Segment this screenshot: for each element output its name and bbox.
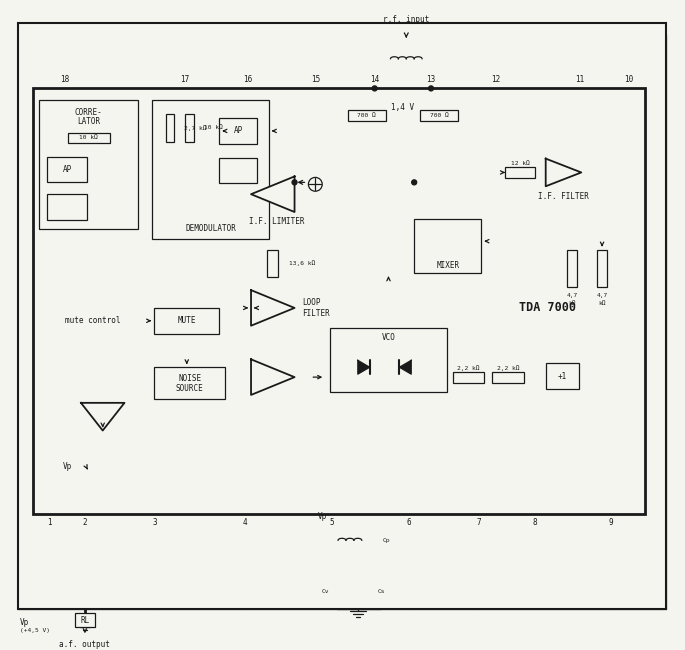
Text: 700 Ω: 700 Ω	[429, 112, 448, 118]
Text: 4,7: 4,7	[597, 292, 608, 298]
Text: 18: 18	[60, 75, 70, 84]
Text: MUTE: MUTE	[177, 317, 196, 325]
Text: FILTER: FILTER	[303, 309, 330, 318]
Text: SOURCE: SOURCE	[176, 384, 203, 393]
Bar	[219, 118, 257, 144]
Bar	[453, 372, 484, 383]
Text: AP: AP	[62, 165, 72, 174]
Circle shape	[412, 180, 416, 185]
Text: 12 kΩ: 12 kΩ	[510, 161, 530, 166]
Text: 13,6 kΩ: 13,6 kΩ	[288, 261, 315, 266]
Bar	[597, 250, 607, 287]
Bar	[40, 100, 138, 229]
Text: r.f. input: r.f. input	[383, 15, 429, 23]
Text: 14: 14	[370, 75, 379, 84]
Text: 3: 3	[153, 518, 158, 527]
Text: 2,7 kΩ: 2,7 kΩ	[184, 125, 206, 131]
Bar	[185, 114, 194, 142]
Bar	[219, 157, 257, 183]
Text: 4: 4	[242, 518, 247, 527]
Text: 12: 12	[490, 75, 500, 84]
Text: 16: 16	[243, 75, 253, 84]
Polygon shape	[399, 360, 411, 374]
Text: 8: 8	[532, 518, 537, 527]
Text: 2,2 kΩ: 2,2 kΩ	[497, 365, 519, 371]
Text: Vp: Vp	[20, 618, 29, 627]
Text: 6: 6	[407, 518, 412, 527]
Text: 9: 9	[609, 518, 613, 527]
Text: Vp: Vp	[62, 462, 72, 471]
Bar	[493, 372, 524, 383]
Text: TDA 7000: TDA 7000	[519, 302, 576, 315]
Text: 10: 10	[624, 75, 634, 84]
Text: 700 Ω: 700 Ω	[358, 112, 376, 118]
Text: 17: 17	[180, 75, 190, 84]
Text: 10 kΩ: 10 kΩ	[79, 135, 98, 140]
Text: NOISE: NOISE	[178, 374, 201, 383]
Text: CORRE-: CORRE-	[75, 108, 103, 116]
Bar	[68, 133, 110, 143]
Text: kΩ: kΩ	[598, 302, 606, 306]
Bar	[567, 250, 577, 287]
Text: MIXER: MIXER	[436, 261, 460, 270]
Text: 1: 1	[47, 518, 51, 527]
Text: a.f. output: a.f. output	[60, 640, 110, 649]
Bar	[267, 250, 278, 278]
Text: +1: +1	[558, 372, 567, 381]
Text: mute control: mute control	[65, 317, 121, 325]
Text: VCO: VCO	[382, 333, 395, 342]
Text: 15: 15	[311, 75, 320, 84]
Polygon shape	[546, 159, 582, 187]
Text: 1,4 V: 1,4 V	[391, 103, 414, 112]
Text: I.F. LIMITER: I.F. LIMITER	[249, 217, 305, 226]
Bar	[166, 114, 175, 142]
Text: kΩ: kΩ	[569, 302, 576, 306]
Text: 5: 5	[329, 518, 334, 527]
Text: I.F. FILTER: I.F. FILTER	[538, 192, 589, 201]
Text: 13: 13	[426, 75, 436, 84]
Text: 2: 2	[83, 518, 87, 527]
Text: Cv: Cv	[321, 589, 329, 594]
Circle shape	[308, 177, 322, 191]
Text: Cp: Cp	[383, 538, 390, 543]
Text: Vp: Vp	[318, 512, 327, 521]
Bar	[152, 100, 269, 239]
Bar	[414, 219, 482, 273]
Text: RL: RL	[80, 616, 90, 625]
Circle shape	[429, 86, 434, 91]
Bar	[47, 194, 87, 220]
Text: 7: 7	[476, 518, 481, 527]
Bar	[505, 167, 535, 178]
Bar	[420, 110, 458, 120]
Text: 11: 11	[575, 75, 584, 84]
Polygon shape	[358, 360, 370, 374]
Text: 4,7: 4,7	[566, 292, 578, 298]
Text: AP: AP	[234, 126, 242, 135]
Polygon shape	[81, 403, 125, 430]
Text: DEMODULATOR: DEMODULATOR	[185, 224, 236, 233]
Text: (+4,5 V): (+4,5 V)	[20, 628, 49, 632]
Text: 10 kΩ: 10 kΩ	[203, 125, 223, 131]
Bar	[348, 110, 386, 120]
Polygon shape	[251, 359, 295, 395]
Text: 2,2 kΩ: 2,2 kΩ	[458, 365, 480, 371]
Text: Cs: Cs	[378, 589, 385, 594]
Bar	[330, 328, 447, 392]
Bar	[34, 88, 645, 514]
Circle shape	[372, 86, 377, 91]
Bar	[546, 363, 580, 389]
Bar	[154, 367, 225, 399]
Polygon shape	[251, 176, 295, 212]
Text: LOOP: LOOP	[303, 298, 321, 307]
Text: LATOR: LATOR	[77, 116, 101, 125]
Circle shape	[292, 180, 297, 185]
Bar	[75, 614, 95, 627]
Bar	[47, 157, 87, 183]
Polygon shape	[251, 290, 295, 326]
Bar	[154, 308, 219, 333]
